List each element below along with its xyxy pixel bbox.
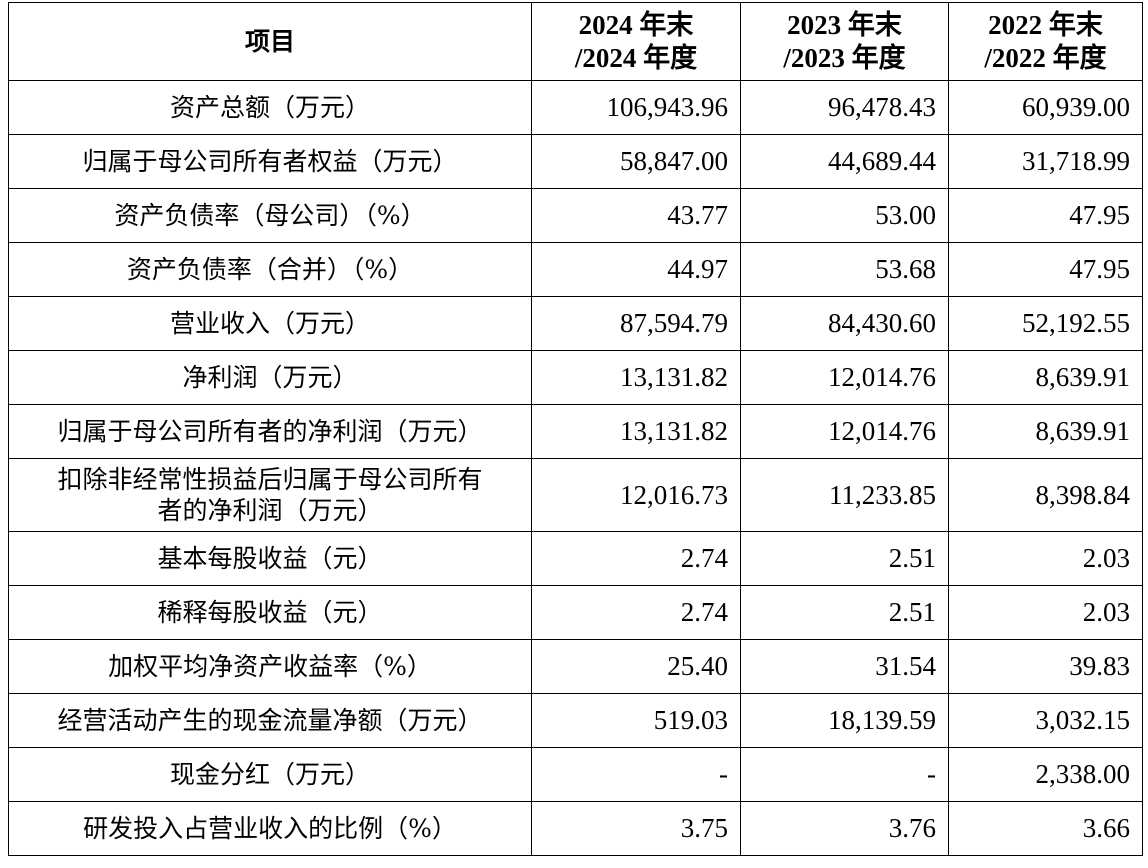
value-2024: 2.74 — [531, 531, 741, 586]
value-2024: 13,131.82 — [531, 404, 741, 459]
table-row: 基本每股收益（元） 2.74 2.51 2.03 — [8, 531, 1143, 586]
table-row: 资产总额（万元） 106,943.96 96,478.43 60,939.00 — [8, 80, 1143, 135]
value-2023: - — [740, 747, 949, 802]
row-item: 资产负债率（合并）（%） — [8, 242, 532, 297]
value-2024: 87,594.79 — [531, 296, 741, 351]
value-2024: 25.40 — [531, 639, 741, 694]
header-2024: 2024 年末 /2024 年度 — [531, 2, 741, 81]
value-2024: 44.97 — [531, 242, 741, 297]
value-2022: 2,338.00 — [948, 747, 1143, 802]
table-row: 归属于母公司所有者权益（万元） 58,847.00 44,689.44 31,7… — [8, 134, 1143, 189]
value-2023: 12,014.76 — [740, 350, 949, 405]
header-2022-line2: /2022 年度 — [984, 42, 1107, 73]
value-2023: 44,689.44 — [740, 134, 949, 189]
value-2022: 8,639.91 — [948, 350, 1143, 405]
row-item: 净利润（万元） — [8, 350, 532, 405]
table-row: 归属于母公司所有者的净利润（万元） 13,131.82 12,014.76 8,… — [8, 404, 1143, 459]
value-2022: 52,192.55 — [948, 296, 1143, 351]
row-item-line1: 扣除非经常性损益后归属于母公司所有 — [57, 465, 483, 494]
table-row: 资产负债率（母公司）（%） 43.77 53.00 47.95 — [8, 188, 1143, 243]
value-2024: 3.75 — [531, 801, 741, 856]
row-item: 扣除非经常性损益后归属于母公司所有 者的净利润（万元） — [8, 458, 532, 532]
value-2024: 12,016.73 — [531, 458, 741, 532]
table-row: 研发投入占营业收入的比例（%） 3.75 3.76 3.66 — [8, 801, 1143, 856]
value-2022: 60,939.00 — [948, 80, 1143, 135]
value-2023: 2.51 — [740, 585, 949, 640]
value-2022: 47.95 — [948, 188, 1143, 243]
row-item: 经营活动产生的现金流量净额（万元） — [8, 693, 532, 748]
value-2024: 13,131.82 — [531, 350, 741, 405]
value-2023: 18,139.59 — [740, 693, 949, 748]
value-2022: 2.03 — [948, 585, 1143, 640]
value-2022: 47.95 — [948, 242, 1143, 297]
table-row: 经营活动产生的现金流量净额（万元） 519.03 18,139.59 3,032… — [8, 693, 1143, 748]
header-item: 项目 — [8, 2, 532, 81]
row-item: 稀释每股收益（元） — [8, 585, 532, 640]
row-item: 归属于母公司所有者的净利润（万元） — [8, 404, 532, 459]
financial-summary-table: 项目 2024 年末 /2024 年度 2023 年末 /2023 年度 202… — [8, 2, 1143, 856]
row-item-line2: 者的净利润（万元） — [157, 496, 383, 525]
value-2024: 58,847.00 — [531, 134, 741, 189]
header-2022-line1: 2022 年末 — [988, 9, 1103, 40]
value-2022: 2.03 — [948, 531, 1143, 586]
row-item: 资产总额（万元） — [8, 80, 532, 135]
table-row: 稀释每股收益（元） 2.74 2.51 2.03 — [8, 585, 1143, 640]
value-2023: 96,478.43 — [740, 80, 949, 135]
value-2022: 3,032.15 — [948, 693, 1143, 748]
value-2023: 3.76 — [740, 801, 949, 856]
table-row: 扣除非经常性损益后归属于母公司所有 者的净利润（万元） 12,016.73 11… — [8, 458, 1143, 532]
value-2023: 31.54 — [740, 639, 949, 694]
value-2024: 106,943.96 — [531, 80, 741, 135]
table-row: 资产负债率（合并）（%） 44.97 53.68 47.95 — [8, 242, 1143, 297]
value-2024: 2.74 — [531, 585, 741, 640]
row-item: 研发投入占营业收入的比例（%） — [8, 801, 532, 856]
value-2023: 84,430.60 — [740, 296, 949, 351]
row-item: 归属于母公司所有者权益（万元） — [8, 134, 532, 189]
value-2022: 8,398.84 — [948, 458, 1143, 532]
value-2024: - — [531, 747, 741, 802]
value-2022: 31,718.99 — [948, 134, 1143, 189]
row-item: 现金分红（万元） — [8, 747, 532, 802]
value-2023: 12,014.76 — [740, 404, 949, 459]
value-2024: 519.03 — [531, 693, 741, 748]
value-2022: 39.83 — [948, 639, 1143, 694]
table-row: 现金分红（万元） - - 2,338.00 — [8, 747, 1143, 802]
row-item: 资产负债率（母公司）（%） — [8, 188, 532, 243]
value-2023: 2.51 — [740, 531, 949, 586]
header-2024-line1: 2024 年末 — [578, 9, 694, 40]
value-2023: 53.68 — [740, 242, 949, 297]
row-item: 营业收入（万元） — [8, 296, 532, 351]
value-2023: 53.00 — [740, 188, 949, 243]
header-2023-line1: 2023 年末 — [787, 9, 902, 40]
value-2022: 8,639.91 — [948, 404, 1143, 459]
value-2024: 43.77 — [531, 188, 741, 243]
header-2022: 2022 年末 /2022 年度 — [948, 2, 1143, 81]
value-2023: 11,233.85 — [740, 458, 949, 532]
table-row: 加权平均净资产收益率（%） 25.40 31.54 39.83 — [8, 639, 1143, 694]
header-2023-line2: /2023 年度 — [783, 42, 906, 73]
header-2023: 2023 年末 /2023 年度 — [740, 2, 949, 81]
header-2024-line2: /2024 年度 — [574, 42, 698, 73]
row-item: 加权平均净资产收益率（%） — [8, 639, 532, 694]
value-2022: 3.66 — [948, 801, 1143, 856]
table-row: 营业收入（万元） 87,594.79 84,430.60 52,192.55 — [8, 296, 1143, 351]
row-item: 基本每股收益（元） — [8, 531, 532, 586]
table-row: 净利润（万元） 13,131.82 12,014.76 8,639.91 — [8, 350, 1143, 405]
table-header-row: 项目 2024 年末 /2024 年度 2023 年末 /2023 年度 202… — [8, 2, 1143, 81]
